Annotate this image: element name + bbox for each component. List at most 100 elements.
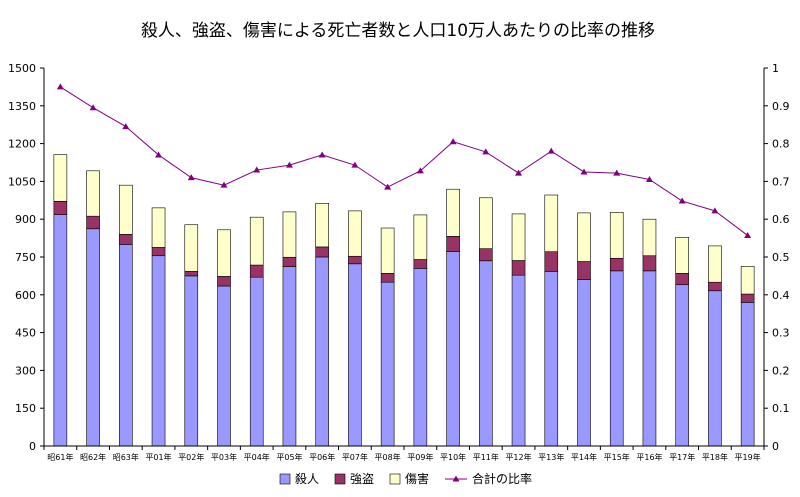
xtick-label-3: 平01年 xyxy=(145,452,171,462)
ratio-point-16 xyxy=(580,168,588,175)
bar-goto-5 xyxy=(217,276,231,287)
legend-label-2: 傷害 xyxy=(405,471,429,486)
ytick-label-8: 1200 xyxy=(8,138,36,151)
bar-satsujin-19 xyxy=(675,284,689,447)
ratio-point-21 xyxy=(744,231,752,238)
xtick-label-18: 平16年 xyxy=(636,452,662,462)
bar-shogai-18 xyxy=(642,218,657,257)
y2tick-label-9: 0.9 xyxy=(772,100,790,113)
bar-goto-13 xyxy=(479,248,493,262)
ratio-point-18 xyxy=(645,176,653,183)
legend-label-0: 殺人 xyxy=(295,472,319,486)
y2tick-label-7: 0.7 xyxy=(772,175,790,188)
xtick-label-4: 平02年 xyxy=(178,452,204,462)
bar-satsujin-21 xyxy=(740,302,755,447)
xtick-label-0: 昭61年 xyxy=(47,452,73,462)
bar-goto-19 xyxy=(675,273,689,286)
bar-shogai-1 xyxy=(86,170,100,217)
ratio-point-20 xyxy=(711,207,719,214)
ratio-point-4 xyxy=(187,174,195,181)
bar-satsujin-7 xyxy=(282,266,297,447)
bar-goto-15 xyxy=(544,251,559,272)
xtick-label-8: 平06年 xyxy=(309,452,335,462)
bar-shogai-0 xyxy=(53,154,68,202)
ratio-point-7 xyxy=(285,161,293,168)
bar-goto-12 xyxy=(446,236,460,252)
xtick-label-19: 平17年 xyxy=(669,452,695,462)
legend-swatch-1 xyxy=(334,473,346,485)
bar-satsujin-3 xyxy=(151,255,166,447)
bar-satsujin-10 xyxy=(380,281,395,447)
bar-goto-1 xyxy=(86,215,100,230)
bar-shogai-4 xyxy=(184,224,199,272)
bar-satsujin-1 xyxy=(86,228,100,447)
bar-satsujin-12 xyxy=(446,251,460,447)
bar-satsujin-11 xyxy=(413,268,428,447)
bar-shogai-11 xyxy=(413,214,428,260)
bar-shogai-3 xyxy=(151,207,166,248)
legend-swatch-2 xyxy=(389,473,401,485)
bar-goto-11 xyxy=(413,259,428,269)
ratio-point-14 xyxy=(515,169,523,176)
ytick-label-2: 300 xyxy=(15,364,36,377)
bar-goto-7 xyxy=(282,256,297,267)
chart-title: 殺人、強盗、傷害による死亡者数と人口10万人あたりの比率の推移 xyxy=(141,21,655,41)
ratio-point-6 xyxy=(253,166,261,173)
ratio-point-17 xyxy=(613,169,621,176)
bar-shogai-8 xyxy=(315,203,329,248)
y2tick-label-4: 0.4 xyxy=(772,289,790,302)
ytick-label-9: 1350 xyxy=(8,100,36,113)
legend-label-ratio: 合計の比率 xyxy=(472,471,532,486)
bar-goto-9 xyxy=(348,255,362,265)
ratio-line xyxy=(60,86,748,236)
xtick-label-6: 平04年 xyxy=(244,452,270,462)
xtick-label-7: 平05年 xyxy=(276,452,302,462)
xtick-label-1: 昭62年 xyxy=(80,452,106,462)
y2tick-label-0: 0 xyxy=(772,440,779,453)
bar-shogai-20 xyxy=(708,245,722,283)
bar-shogai-21 xyxy=(740,266,755,295)
xtick-label-10: 平08年 xyxy=(375,452,401,462)
y2tick-label-5: 0.5 xyxy=(772,251,790,264)
bar-satsujin-14 xyxy=(511,274,526,447)
y2tick-label-1: 0.1 xyxy=(772,402,790,415)
ratio-point-11 xyxy=(416,167,424,174)
bar-shogai-7 xyxy=(282,211,297,258)
bar-shogai-2 xyxy=(119,184,133,235)
y2tick-label-8: 0.8 xyxy=(772,138,790,151)
bar-shogai-14 xyxy=(511,213,526,261)
y2tick-label-3: 0.3 xyxy=(772,327,790,340)
bar-shogai-15 xyxy=(544,194,559,253)
bar-goto-10 xyxy=(380,273,395,283)
ytick-label-5: 750 xyxy=(15,251,36,264)
ratio-line-layer xyxy=(56,83,752,238)
bar-satsujin-2 xyxy=(119,244,133,447)
bar-shogai-12 xyxy=(446,188,460,237)
xtick-label-14: 平12年 xyxy=(505,452,531,462)
y2tick-label-10: 1 xyxy=(772,62,779,75)
xtick-label-2: 昭63年 xyxy=(113,452,139,462)
axes-layer: 0 150 300 450 600 750 900 1050 1200 1350 1500 0 0.1 0… xyxy=(8,62,790,462)
bar-satsujin-9 xyxy=(348,263,362,447)
ratio-point-10 xyxy=(384,183,392,190)
ytick-label-4: 600 xyxy=(15,289,36,302)
ratio-point-12 xyxy=(449,138,457,145)
bar-shogai-9 xyxy=(348,210,362,257)
bar-satsujin-8 xyxy=(315,256,329,447)
ytick-label-6: 900 xyxy=(15,213,36,226)
ratio-point-9 xyxy=(351,161,359,168)
bar-shogai-19 xyxy=(675,237,689,274)
bar-shogai-10 xyxy=(380,227,395,274)
bar-shogai-6 xyxy=(249,216,264,266)
xtick-label-20: 平18年 xyxy=(702,452,728,462)
bar-satsujin-6 xyxy=(249,276,264,447)
bar-goto-6 xyxy=(249,264,264,278)
bar-shogai-16 xyxy=(577,212,591,262)
ratio-point-3 xyxy=(155,151,163,158)
ratio-point-1 xyxy=(89,104,97,111)
ytick-label-3: 450 xyxy=(15,327,36,340)
legend-label-1: 強盗 xyxy=(350,471,374,486)
xtick-label-16: 平14年 xyxy=(571,452,597,462)
bar-goto-2 xyxy=(119,234,133,245)
